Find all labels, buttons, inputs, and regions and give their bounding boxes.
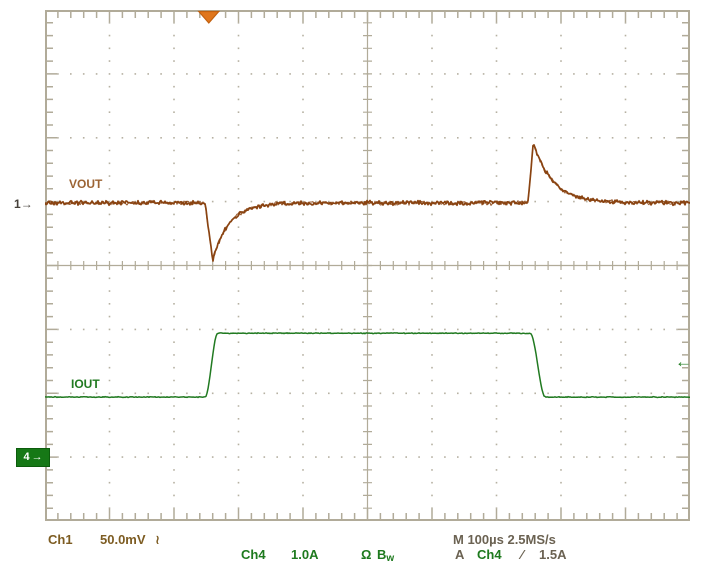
vout-trace-fuzz — [45, 144, 691, 261]
ch4-marker-arrow-icon: → — [31, 451, 43, 463]
ch4-readout-scale: 1.0A — [291, 547, 319, 562]
graticule-area — [44, 10, 691, 521]
ch4-readout-name: Ch4 — [241, 547, 266, 562]
edge-ticks — [47, 12, 688, 519]
ch1-readout-name: Ch1 — [48, 532, 73, 547]
timebase-readout: M 100µs 2.5MS/s — [453, 532, 556, 547]
ch1-marker-arrow-icon: → — [20, 197, 33, 211]
ch4-bandwidth-icon: Bw — [377, 547, 395, 564]
ch1-readout-scale: 50.0mV — [100, 532, 146, 547]
ch1-coupling-icon: ≀ — [155, 532, 160, 547]
trigger-source-readout: Ch4 — [477, 547, 502, 562]
center-axis-ticks — [57, 22, 678, 509]
ch4-ground-marker: 4 → — [16, 448, 50, 467]
ch1-ground-marker: 1→ — [14, 197, 33, 211]
ch4-impedance-icon: Ω — [361, 547, 372, 562]
iout-trace — [44, 332, 691, 399]
ch1-marker-number: 1 — [14, 197, 21, 211]
graticule-border — [45, 10, 690, 521]
trigger-mode-readout: A — [455, 547, 465, 562]
waveform-plot — [44, 10, 691, 521]
ch4-marker-number: 4 — [23, 451, 30, 463]
trigger-position-marker — [197, 10, 221, 24]
iout-trace-label: IOUT — [71, 377, 100, 391]
trigger-level-arrow-icon: ← — [675, 352, 692, 371]
trigger-slope-icon: ∕ — [521, 547, 524, 562]
vout-trace-label: VOUT — [69, 177, 103, 191]
trigger-level-readout: 1.5A — [539, 547, 567, 562]
